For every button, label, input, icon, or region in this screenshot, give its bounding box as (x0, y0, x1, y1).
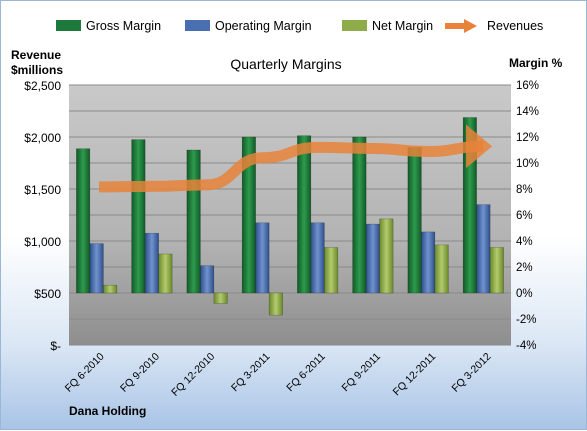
bar-net-margin (158, 253, 173, 294)
x-tick-label: FQ 12-2011 (391, 351, 439, 399)
legend-swatch-operating-margin (185, 20, 210, 31)
bar-net-margin (213, 292, 228, 304)
right-tick-label: 8% (516, 184, 533, 196)
bar-operating-margin (255, 222, 270, 294)
left-axis-title-line1: Revenue (11, 48, 61, 62)
company-name: Dana Holding (69, 404, 146, 418)
x-tick-label: FQ 6-2011 (284, 351, 328, 395)
bar-net-margin (268, 292, 283, 316)
bar-operating-margin (421, 231, 436, 294)
bar-net-margin (379, 218, 394, 294)
bar-net-margin (324, 247, 339, 294)
left-axis-title-line2: $millions (11, 63, 63, 77)
legend-label-operating-margin: Operating Margin (215, 19, 312, 33)
x-tick-label: FQ 9-2011 (340, 351, 384, 395)
legend-label-gross-margin: Gross Margin (86, 19, 161, 33)
right-tick-label: 0% (516, 288, 533, 300)
bar-gross-margin (297, 135, 312, 294)
right-tick-label: 2% (516, 262, 533, 274)
bar-gross-margin (407, 147, 422, 294)
left-tick-label: $2,000 (24, 131, 61, 145)
x-tick-label: FQ 6-2010 (63, 351, 107, 395)
legend-swatch-gross-margin (56, 20, 81, 31)
left-tick-label: $500 (34, 287, 61, 301)
bar-operating-margin (310, 222, 325, 294)
bar-net-margin (103, 284, 118, 294)
legend-swatch-net-margin (342, 20, 367, 31)
revenue-series (98, 124, 493, 193)
left-axis-ticks: $- $500 $1,000 $1,500 $2,000 $2,500 (24, 79, 61, 353)
x-tick-label: FQ 9-2010 (118, 351, 162, 395)
bar-operating-margin (144, 232, 159, 294)
bar-gross-margin (131, 139, 146, 294)
chart-title: Quarterly Margins (230, 56, 341, 72)
bar-gross-margin (352, 136, 367, 294)
legend-label-revenues: Revenues (487, 19, 543, 33)
right-tick-label: 10% (516, 158, 539, 170)
right-tick-label: -4% (516, 340, 536, 352)
right-tick-label: 6% (516, 210, 533, 222)
bar-operating-margin (89, 243, 104, 294)
x-tick-label: FQ 3-2011 (229, 351, 273, 395)
bar-net-margin (489, 247, 504, 294)
right-axis-title: Margin % (509, 56, 563, 70)
x-axis-ticks: FQ 6-2010 FQ 9-2010 FQ 12-2010 FQ 3-2011 FQ … (63, 351, 494, 399)
legend: Gross Margin Operating Margin Net Margin… (56, 19, 543, 33)
right-tick-label: 16% (516, 80, 539, 92)
left-tick-label: $2,500 (24, 79, 61, 93)
bar-operating-margin (365, 223, 380, 294)
left-tick-label: $1,500 (24, 183, 61, 197)
right-tick-label: 14% (516, 106, 539, 118)
left-tick-label: $1,000 (24, 235, 61, 249)
bar-gross-margin (76, 148, 91, 294)
legend-label-net-margin: Net Margin (372, 19, 433, 33)
bar-gross-margin (186, 149, 201, 294)
right-axis-ticks: -4% -2% 0% 2% 4% 6% 8% 10% 12% 14% 16% (516, 80, 539, 352)
right-tick-label: 4% (516, 236, 533, 248)
bar-operating-margin (476, 204, 491, 294)
revenue-line (98, 124, 493, 193)
bar-operating-margin (200, 265, 215, 294)
left-tick-label: $- (50, 339, 61, 353)
right-tick-label: -2% (516, 314, 536, 326)
bar-gross-margin (241, 136, 256, 294)
right-tick-label: 12% (516, 132, 539, 144)
legend-arrow-revenues (464, 19, 477, 33)
bar-net-margin (434, 244, 449, 294)
x-tick-label: FQ 3-2012 (450, 351, 494, 395)
x-tick-label: FQ 12-2010 (169, 351, 217, 399)
